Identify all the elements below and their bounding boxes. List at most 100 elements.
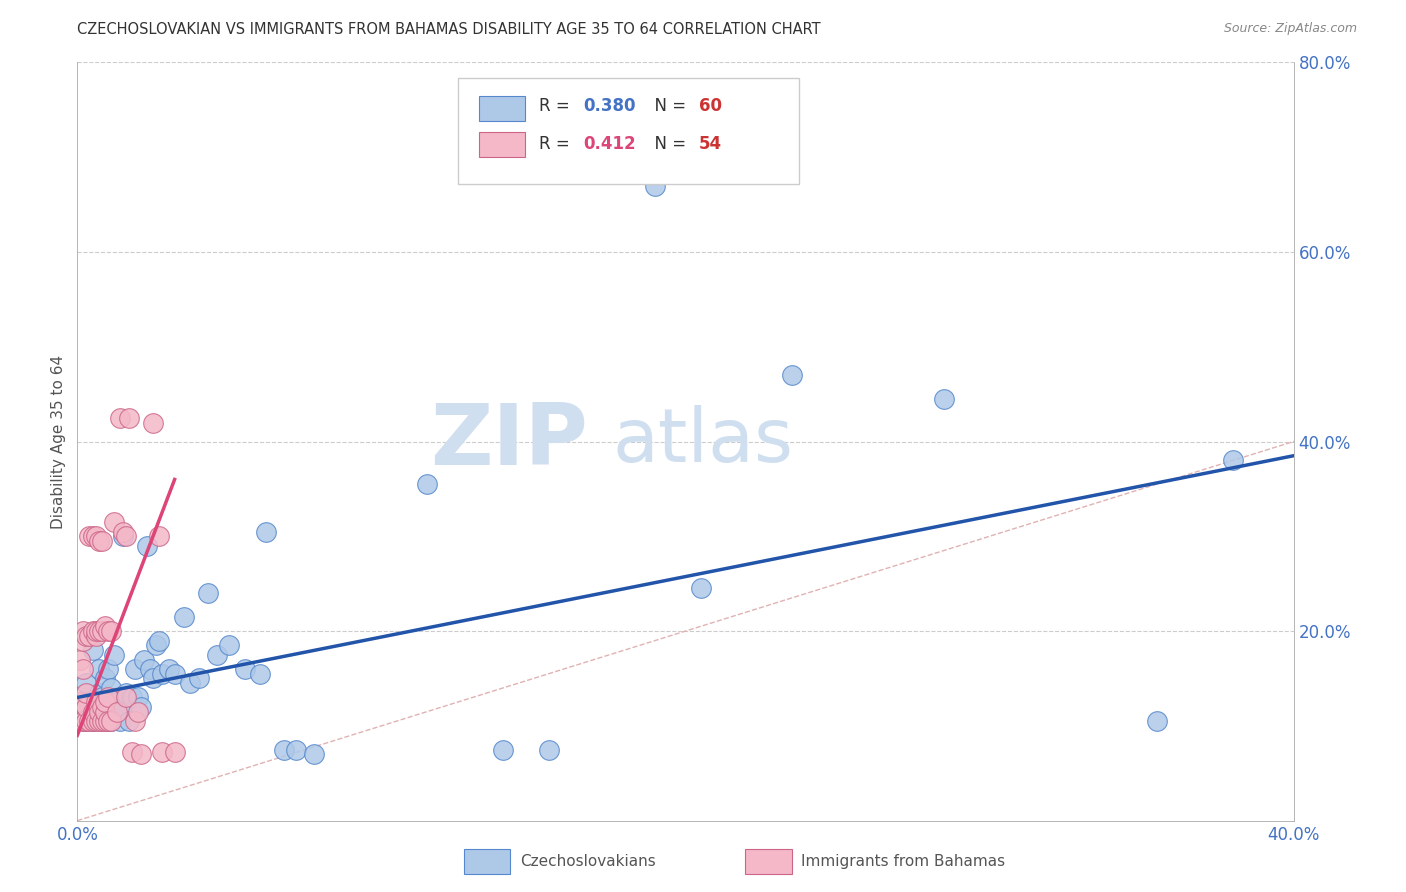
Point xyxy=(69,695,91,709)
Point xyxy=(173,610,195,624)
Text: 54: 54 xyxy=(699,135,721,153)
Text: ZIP: ZIP xyxy=(430,400,588,483)
Text: CZECHOSLOVAKIAN VS IMMIGRANTS FROM BAHAMAS DISABILITY AGE 35 TO 64 CORRELATION C: CZECHOSLOVAKIAN VS IMMIGRANTS FROM BAHAM… xyxy=(77,22,821,37)
Point xyxy=(82,714,104,728)
Point xyxy=(75,676,97,690)
Point xyxy=(129,747,152,762)
Point xyxy=(124,714,146,728)
Point xyxy=(121,746,143,760)
Point xyxy=(108,410,131,425)
Point xyxy=(1146,714,1168,728)
Point xyxy=(105,695,128,709)
Text: 0.380: 0.380 xyxy=(583,97,636,115)
Text: 60: 60 xyxy=(699,97,721,115)
Point xyxy=(537,742,560,756)
Point xyxy=(79,714,101,728)
Point xyxy=(304,747,326,762)
Point xyxy=(79,629,101,643)
Point xyxy=(111,529,134,543)
Text: Czechoslovakians: Czechoslovakians xyxy=(520,855,657,869)
Point xyxy=(93,699,115,714)
Point xyxy=(127,705,149,719)
Point xyxy=(103,515,125,529)
Point xyxy=(90,534,112,549)
Point xyxy=(124,662,146,676)
Point xyxy=(100,624,122,639)
Point xyxy=(142,416,165,430)
Point xyxy=(179,676,201,690)
Point xyxy=(97,662,120,676)
Point xyxy=(84,705,107,719)
Point xyxy=(82,624,104,639)
Point xyxy=(87,662,110,676)
Point xyxy=(93,672,115,686)
Point xyxy=(249,666,271,681)
Bar xyxy=(478,95,524,120)
Point xyxy=(163,746,186,760)
Point xyxy=(82,705,104,719)
Text: Source: ZipAtlas.com: Source: ZipAtlas.com xyxy=(1223,22,1357,36)
Text: R =: R = xyxy=(540,97,575,115)
Point xyxy=(416,477,439,491)
Point xyxy=(79,695,101,709)
Point xyxy=(118,714,141,728)
Point xyxy=(100,714,122,728)
Point xyxy=(90,624,112,639)
Point xyxy=(72,714,94,728)
Point xyxy=(111,699,134,714)
Point xyxy=(152,666,174,681)
Point xyxy=(100,681,122,695)
Point xyxy=(97,714,120,728)
Point xyxy=(69,695,91,709)
Point xyxy=(105,705,128,719)
Point xyxy=(93,619,115,633)
Y-axis label: Disability Age 35 to 64: Disability Age 35 to 64 xyxy=(51,354,66,529)
Point xyxy=(69,652,91,666)
Point xyxy=(87,714,110,728)
Bar xyxy=(478,132,524,157)
Point xyxy=(111,524,134,539)
Point xyxy=(780,368,803,383)
Point xyxy=(218,638,240,652)
Point xyxy=(72,633,94,648)
Point xyxy=(93,695,115,709)
Point xyxy=(197,586,219,600)
Point xyxy=(163,666,186,681)
Point xyxy=(100,714,122,728)
Point xyxy=(129,699,152,714)
Point xyxy=(84,695,107,709)
Point xyxy=(188,672,211,686)
Point xyxy=(82,643,104,657)
Point xyxy=(115,529,138,543)
Text: atlas: atlas xyxy=(613,405,793,478)
Point xyxy=(84,624,107,639)
Point xyxy=(121,690,143,705)
Point xyxy=(87,534,110,549)
Point xyxy=(134,652,156,666)
Point xyxy=(82,529,104,543)
Point xyxy=(75,686,97,700)
Point xyxy=(90,699,112,714)
Point xyxy=(644,178,666,193)
Point xyxy=(75,629,97,643)
Point xyxy=(84,714,107,728)
Point xyxy=(932,392,955,406)
Point xyxy=(82,714,104,728)
Point xyxy=(233,662,256,676)
Point xyxy=(93,714,115,728)
Point xyxy=(72,624,94,639)
Point xyxy=(97,690,120,705)
Text: 0.412: 0.412 xyxy=(583,135,636,153)
Point xyxy=(205,648,228,662)
Point xyxy=(1222,453,1244,467)
Point xyxy=(75,699,97,714)
Point xyxy=(84,529,107,543)
Text: R =: R = xyxy=(540,135,581,153)
Point xyxy=(93,705,115,719)
Point xyxy=(87,686,110,700)
Text: N =: N = xyxy=(644,97,692,115)
Point xyxy=(492,742,515,756)
Point xyxy=(118,410,141,425)
Point xyxy=(103,648,125,662)
Point xyxy=(79,529,101,543)
